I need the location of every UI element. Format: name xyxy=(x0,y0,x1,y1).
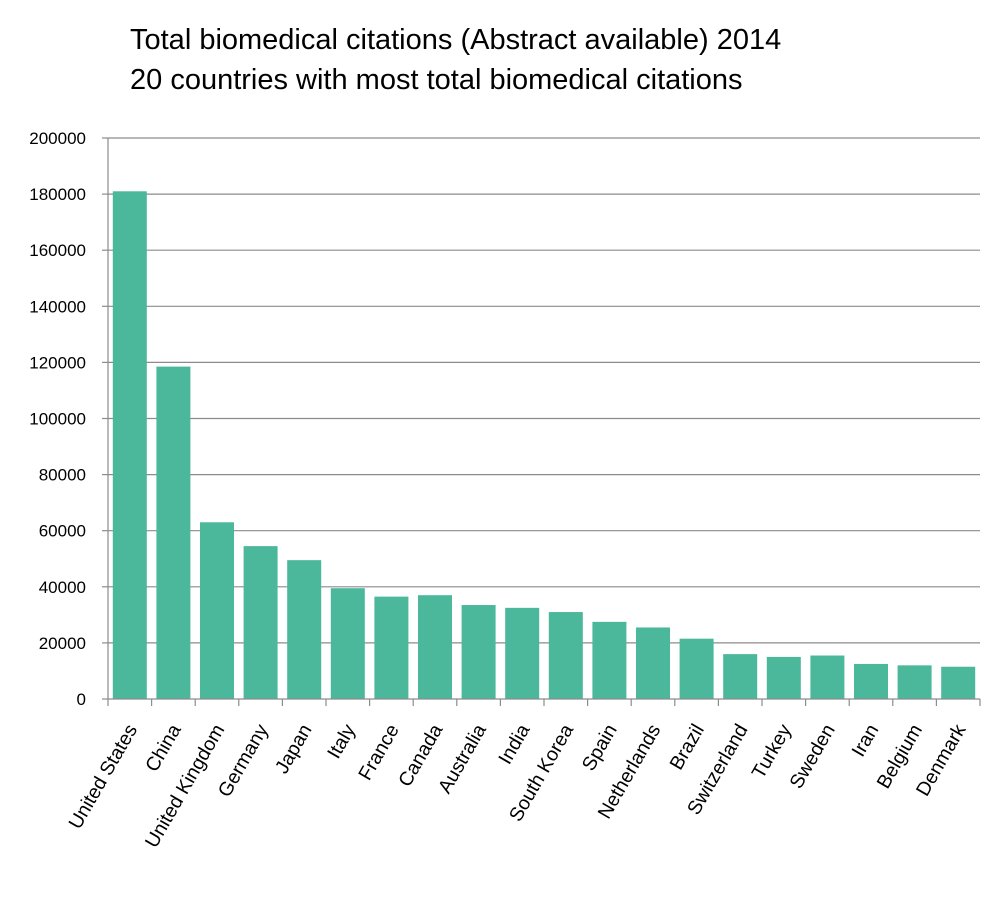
y-tick-label: 80000 xyxy=(39,466,86,485)
bar xyxy=(592,621,627,699)
bar xyxy=(505,607,540,699)
bar xyxy=(897,665,932,699)
bar xyxy=(636,627,670,699)
bar xyxy=(941,666,976,699)
bar xyxy=(548,612,583,699)
bar xyxy=(854,663,888,699)
bar xyxy=(679,638,714,699)
y-tick-label: 180000 xyxy=(29,185,86,204)
x-category-label: Turkey xyxy=(748,720,797,782)
bars xyxy=(112,191,976,700)
y-tick-label: 140000 xyxy=(29,297,86,316)
bar xyxy=(156,366,191,699)
x-category-label: Italy xyxy=(323,720,360,762)
bar xyxy=(374,596,409,699)
y-tick-label: 20000 xyxy=(39,634,86,653)
bar xyxy=(418,595,452,699)
bar xyxy=(810,655,845,699)
chart-title-block: Total biomedical citations (Abstract ava… xyxy=(130,20,990,100)
bar xyxy=(461,605,496,699)
bar xyxy=(243,546,278,699)
x-category-label: Brazil xyxy=(665,721,708,774)
gridlines xyxy=(108,137,980,644)
bar xyxy=(112,191,147,700)
x-category-label: China xyxy=(141,720,186,775)
axes xyxy=(102,137,981,706)
bar xyxy=(287,560,322,699)
bar xyxy=(766,656,801,699)
chart-title: Total biomedical citations (Abstract ava… xyxy=(130,24,782,56)
x-category-label: Spain xyxy=(578,721,622,775)
bar xyxy=(200,522,234,699)
bar xyxy=(723,654,758,699)
x-category-label: United States xyxy=(65,720,143,833)
y-tick-label: 60000 xyxy=(39,522,86,541)
x-category-label: Japan xyxy=(271,721,317,778)
y-tick-label: 200000 xyxy=(29,129,86,148)
x-category-label: India xyxy=(494,720,534,768)
y-tick-labels: 0 20000 40000 60000 80000 100000 120000 140000 1… xyxy=(29,129,86,709)
y-tick-label: 40000 xyxy=(39,578,86,597)
chart-subtitle: 20 countries with most total biomedical … xyxy=(130,64,743,96)
y-tick-label: 0 xyxy=(77,690,86,709)
bar xyxy=(330,588,365,699)
x-category-label: Iran xyxy=(847,721,883,761)
y-tick-label: 100000 xyxy=(29,410,86,429)
y-tick-label: 160000 xyxy=(29,241,86,260)
y-tick-label: 120000 xyxy=(29,353,86,372)
